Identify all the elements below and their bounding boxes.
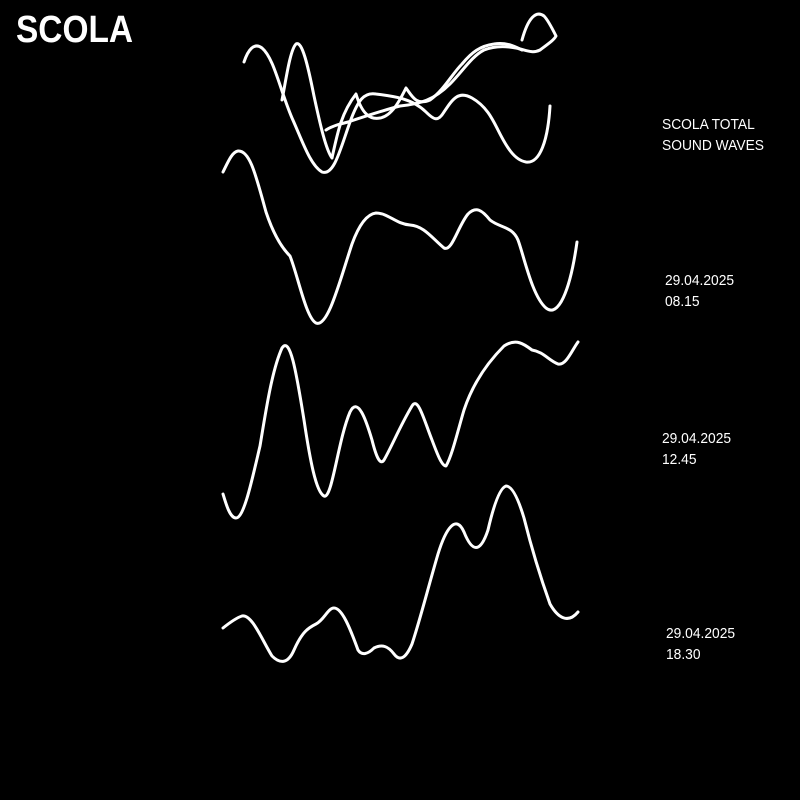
wave-1245 [221,340,580,520]
wave-group-total [242,12,558,174]
caption-line-2: SOUND WAVES [662,137,764,154]
recording-label-3: 29.04.2025 18.30 [666,623,735,665]
recording-label-2: 29.04.2025 12.45 [662,428,731,470]
wave-0815 [221,149,579,325]
recording-time: 12.45 [662,451,697,468]
wave-total-a [242,44,552,174]
recording-date: 29.04.2025 [666,625,736,642]
recording-date: 29.04.2025 [665,272,735,289]
wave-total-b [280,42,524,160]
recording-label-1: 29.04.2025 08.15 [665,270,734,312]
recording-date: 29.04.2025 [662,430,732,447]
brand-title: SCOLA [16,9,134,51]
recording-time: 18.30 [666,646,701,663]
wave-1830 [221,484,580,663]
recording-time: 08.15 [665,293,700,310]
wave-total-c [324,12,558,132]
caption-label: SCOLA TOTAL SOUND WAVES [662,114,764,156]
caption-line-1: SCOLA TOTAL [662,116,755,133]
